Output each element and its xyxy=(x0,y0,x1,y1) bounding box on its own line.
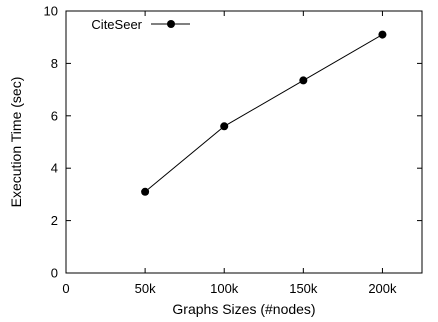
legend-marker xyxy=(167,20,175,28)
data-point xyxy=(299,76,308,85)
y-tick-label: 4 xyxy=(51,161,58,176)
plot-frame xyxy=(65,10,423,274)
series-layer xyxy=(141,30,387,196)
data-point xyxy=(141,187,150,196)
y-tick-label: 8 xyxy=(51,56,58,71)
y-tick-label: 2 xyxy=(51,213,58,228)
x-axis-title: Graphs Sizes (#nodes) xyxy=(172,301,315,317)
legend: CiteSeer xyxy=(91,17,190,32)
x-tick-label: 200k xyxy=(368,281,397,296)
x-tick-label: 150k xyxy=(289,281,318,296)
y-tick-label: 10 xyxy=(44,4,58,19)
y-tick-label: 0 xyxy=(51,266,58,281)
ticks-layer: 0 2 4 6 8 10 0 50k 100k 150k 200k xyxy=(44,4,422,296)
data-point xyxy=(378,30,387,39)
series-line xyxy=(144,34,383,193)
y-tick-label: 6 xyxy=(51,108,58,123)
legend-label: CiteSeer xyxy=(91,17,142,32)
data-point xyxy=(220,122,229,131)
y-axis-title: Execution Time (sec) xyxy=(8,77,24,208)
x-tick-label: 100k xyxy=(210,281,239,296)
x-tick-label: 0 xyxy=(62,281,69,296)
x-tick-label: 50k xyxy=(135,281,156,296)
